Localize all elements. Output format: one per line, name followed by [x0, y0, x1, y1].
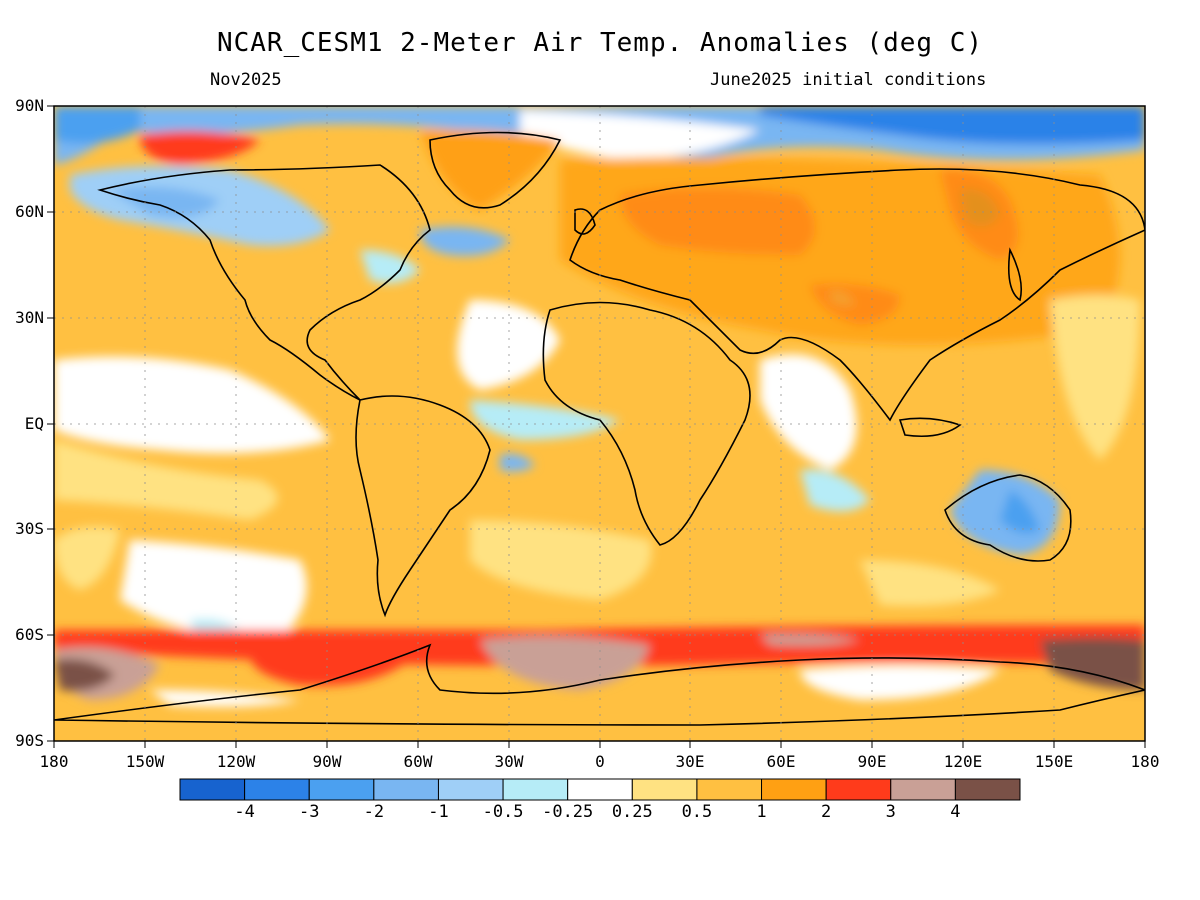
lon-label-150e: 150E [1034, 752, 1074, 771]
lon-label-60e: 60E [766, 752, 796, 771]
lon-label-120e: 120E [943, 752, 983, 771]
lat-label-90s: 90S [15, 731, 44, 750]
lon-label-180w: 180 [39, 752, 69, 771]
chart-title: NCAR_CESM1 2-Meter Air Temp. Anomalies (… [216, 28, 984, 58]
colorbar-label: -0.25 [542, 802, 594, 822]
colorbar-label: -4 [234, 802, 255, 822]
colorbar-label: 1 [756, 802, 767, 822]
lat-label-eq: EQ [24, 414, 44, 433]
lat-label-60s: 60S [15, 625, 44, 644]
colorbar-label: 4 [950, 802, 961, 822]
lon-label-90w: 90W [312, 752, 342, 771]
colorbar-label: 2 [821, 802, 832, 822]
lon-label-150w: 150W [125, 752, 165, 771]
lon-label-60w: 60W [403, 752, 433, 771]
lat-label-30n: 30N [15, 308, 44, 327]
lat-label-30s: 30S [15, 519, 44, 538]
colorbar-label: -0.5 [482, 802, 524, 822]
lon-label-90e: 90E [857, 752, 887, 771]
colorbar-label: -2 [363, 802, 385, 822]
colorbar-label: 0.25 [611, 802, 653, 822]
lon-label-0: 0 [595, 752, 605, 771]
colorbar-label: 0.5 [681, 802, 713, 822]
lon-label-30e: 30E [675, 752, 705, 771]
lon-label-120w: 120W [216, 752, 256, 771]
forecast-month: Nov2025 [210, 70, 282, 90]
lat-label-60n: 60N [15, 202, 44, 221]
lon-label-30w: 30W [494, 752, 524, 771]
lon-label-180e: 180 [1130, 752, 1160, 771]
axis-ticks [47, 105, 1146, 748]
colorbar-label: -3 [298, 802, 320, 822]
colorbar-label: 3 [885, 802, 896, 822]
colorbar-label: -1 [428, 802, 449, 822]
initial-conditions: June2025 initial conditions [710, 70, 987, 90]
anomaly-fields [54, 106, 1145, 707]
grid-lines [54, 106, 1145, 741]
coastlines [54, 131, 1145, 726]
lat-label-90n: 90N [15, 96, 44, 115]
